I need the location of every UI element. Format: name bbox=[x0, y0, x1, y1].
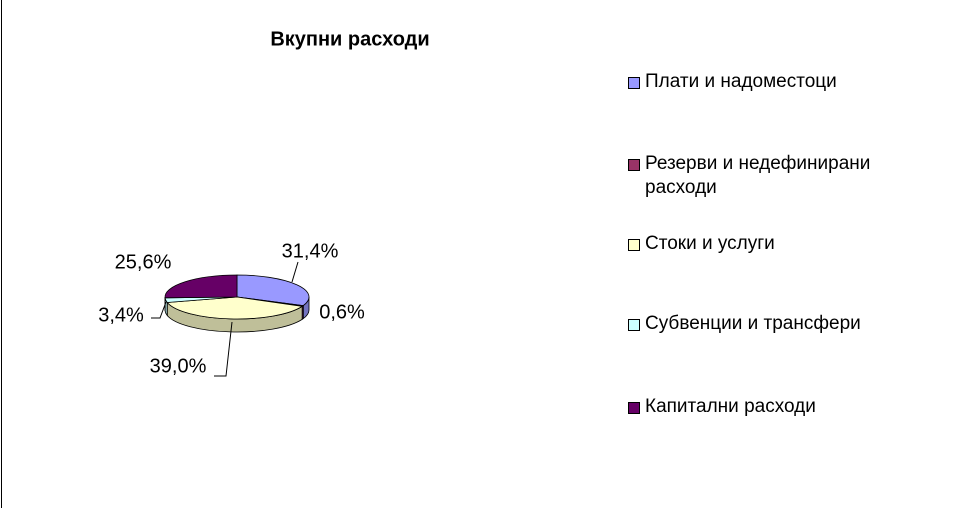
legend-entry: Резерви и недефинирани расходи bbox=[628, 152, 890, 200]
data-label: 25,6% bbox=[115, 251, 172, 273]
legend-label: Стоки и услуги bbox=[645, 233, 775, 254]
legend-swatch bbox=[628, 319, 640, 331]
legend-swatch bbox=[628, 159, 640, 171]
legend-label: Капитални расходи bbox=[645, 396, 816, 417]
legend-entry: Стоки и услуги bbox=[628, 232, 890, 256]
data-label: 39,0% bbox=[150, 355, 207, 377]
legend-swatch bbox=[628, 239, 640, 251]
pie-slice bbox=[164, 274, 238, 299]
data-label: 31,4% bbox=[282, 240, 339, 262]
data-label: 3,4% bbox=[98, 304, 144, 326]
legend-entry: Капитални расходи bbox=[628, 395, 890, 419]
legend-label: Резерви и недефинирани расходи bbox=[645, 153, 871, 198]
legend-label: Субвенции и трансфери bbox=[645, 313, 861, 334]
chart-title: Вкупни расходи bbox=[270, 28, 429, 50]
legend-swatch bbox=[628, 77, 640, 89]
legend-entry: Плати и надоместоци bbox=[628, 70, 890, 94]
data-label: 0,6% bbox=[319, 301, 365, 323]
pie-slice bbox=[236, 274, 310, 307]
leader-line bbox=[151, 301, 167, 319]
pie-slice bbox=[166, 296, 304, 320]
legend-entry: Субвенции и трансфери bbox=[628, 312, 890, 336]
legend-label: Плати и надоместоци bbox=[645, 71, 837, 92]
legend-swatch bbox=[628, 402, 640, 414]
leader-line bbox=[214, 321, 233, 377]
leader-line bbox=[291, 261, 299, 283]
